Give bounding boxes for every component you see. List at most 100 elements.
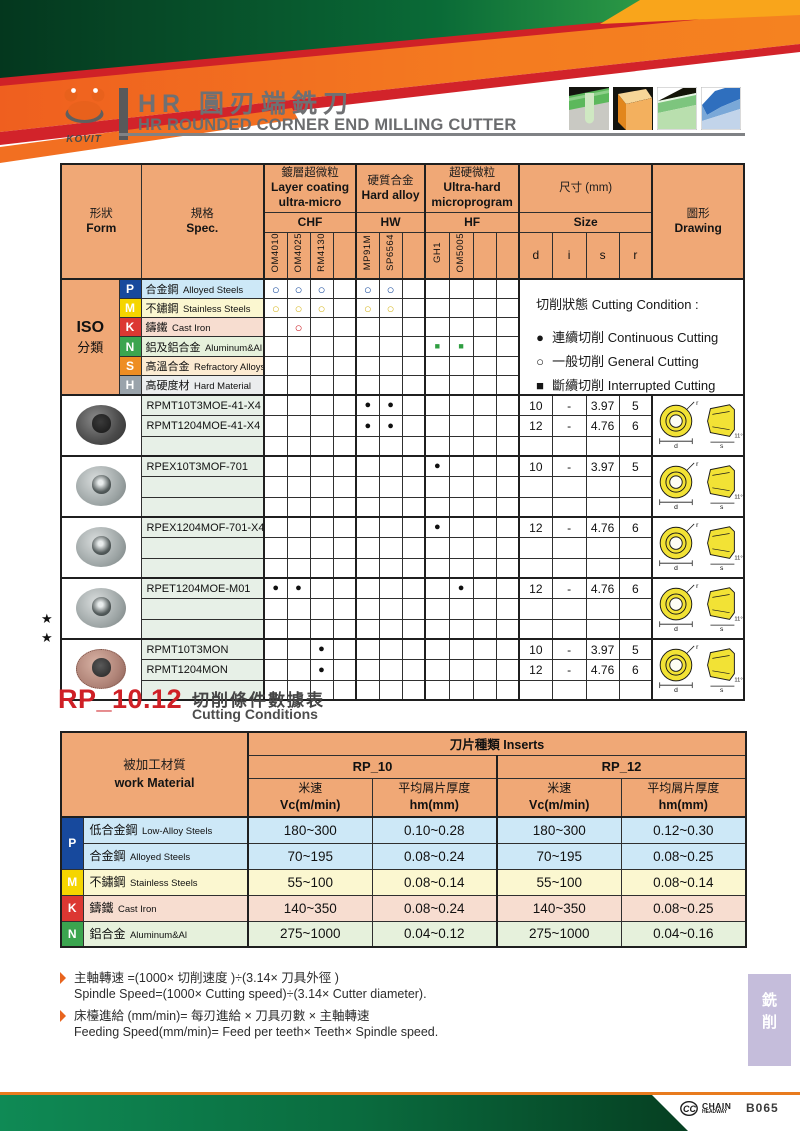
size-i: - [551, 577, 587, 600]
vc-value: 70~195 [496, 842, 622, 870]
spec-cell: RPEX1204MOF-701-X4 [140, 516, 265, 539]
insert-photo [60, 577, 142, 640]
mark-cell [286, 618, 311, 640]
svg-text:s: s [720, 626, 724, 633]
mark-cell [355, 679, 380, 701]
mark-cell [332, 355, 357, 376]
mark-cell [495, 415, 520, 437]
mark-cell [424, 476, 450, 498]
mark-cell [309, 374, 334, 396]
vc-value: 180~300 [247, 816, 373, 844]
mark-cell [424, 278, 450, 300]
mark-cell [286, 394, 311, 417]
size-i [551, 496, 587, 518]
mark-cell [448, 374, 474, 396]
mark-cell: ● [355, 394, 380, 417]
spec-cell: RPEX10T3MOF-701 [140, 455, 265, 478]
spec-header: 規格 Spec. [140, 163, 265, 280]
mark-cell [355, 557, 380, 579]
col-rm4130: RM4130 [309, 231, 334, 280]
svg-text:11°: 11° [735, 677, 743, 683]
mark-cell [332, 476, 357, 498]
mark-cell: ● [378, 415, 403, 437]
chf-header: CHF [262, 211, 357, 233]
mark-cell [401, 455, 426, 478]
spec-cell: RPMT10T3MOE-41-X4 [140, 394, 265, 417]
col-mp91m: MP91M [355, 231, 380, 280]
mark-cell [495, 577, 520, 600]
size-i: - [551, 455, 587, 478]
size-d: 12 [518, 516, 553, 539]
size-d [518, 496, 553, 518]
legend-item: ● 連續切削 Continuous Cutting [536, 330, 719, 345]
mark-cell [401, 355, 426, 376]
hw-header: HW [355, 211, 426, 233]
mark-cell [355, 638, 380, 661]
mark-cell [286, 537, 311, 559]
mark-cell [355, 336, 380, 357]
hf-header: HF [424, 211, 520, 233]
size-r [618, 476, 653, 498]
hm-value: 0.08~0.25 [620, 842, 747, 870]
size-s: 3.97 [585, 638, 620, 661]
mark-cell [332, 455, 357, 478]
mark-cell [332, 659, 357, 681]
hard-alloy-group-header: 硬質合金 Hard alloy [355, 163, 426, 213]
mark-cell [495, 618, 520, 640]
spec-cell [140, 435, 265, 457]
mark-cell [472, 598, 497, 620]
mark-cell [355, 496, 380, 518]
col-gh1: GH1 [424, 231, 450, 280]
mark-cell [495, 496, 520, 518]
size-d: 10 [518, 455, 553, 478]
size-i [551, 679, 587, 701]
mark-cell [472, 415, 497, 437]
mark-cell: ■ [448, 336, 474, 357]
drawing-header: 圖形 Drawing [651, 163, 745, 280]
mark-cell [355, 516, 380, 539]
mark-cell: ○ [286, 298, 311, 319]
mark-cell [309, 415, 334, 437]
mark-cell [286, 496, 311, 518]
vc-value: 275~1000 [496, 920, 622, 948]
size-s [585, 618, 620, 640]
spec-cell [140, 557, 265, 579]
svg-text:s: s [720, 443, 724, 450]
mark-cell [495, 638, 520, 661]
note-en: Feeding Speed(mm/min)= Feed per teeth× T… [74, 1025, 439, 1039]
mark-cell [332, 298, 357, 319]
mark-cell [378, 374, 403, 396]
mark-cell [378, 516, 403, 539]
mark-cell [263, 435, 288, 457]
svg-text:d: d [674, 443, 678, 450]
mark-cell [355, 317, 380, 338]
brand-text: CHAIN HEADWAY [702, 1100, 732, 1116]
mark-cell [401, 638, 426, 661]
mark-cell [424, 598, 450, 620]
size-s [585, 537, 620, 559]
vc-value: 140~350 [247, 894, 373, 922]
col-om5005: OM5005 [448, 231, 474, 280]
size-s: 4.76 [585, 415, 620, 437]
size-i: - [551, 659, 587, 681]
mark-cell: ○ [378, 278, 403, 300]
filled-square-icon: ■ [536, 378, 544, 393]
mark-cell [495, 374, 520, 396]
mark-cell [355, 659, 380, 681]
mark-cell [424, 638, 450, 661]
mark-cell [472, 336, 497, 357]
mark-cell: ○ [378, 298, 403, 319]
mark-cell [472, 435, 497, 457]
size-r [618, 598, 653, 620]
mark-cell [263, 618, 288, 640]
cutting-table-header: 被加工材質 work Material 刀片種類 Inserts RP_10 R… [60, 731, 747, 818]
svg-text:d: d [674, 626, 678, 633]
iso-chip-p: P [118, 278, 142, 300]
legend-title: 切削狀態 Cutting Condition : [536, 297, 699, 312]
col-om4010: OM4010 [263, 231, 288, 280]
mark-cell: ○ [286, 278, 311, 300]
svg-text:s: s [720, 504, 724, 511]
mark-cell [286, 415, 311, 437]
mark-cell [401, 618, 426, 640]
star-marker: ★ [41, 630, 53, 645]
